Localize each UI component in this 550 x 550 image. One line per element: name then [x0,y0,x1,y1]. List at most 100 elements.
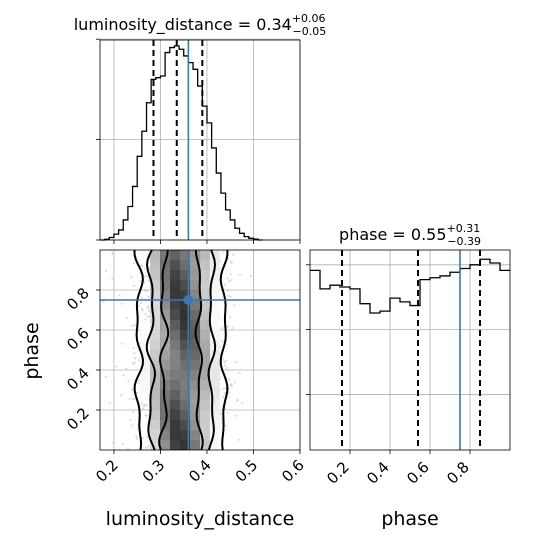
contour-line-right [219,250,229,450]
luminosity-distance-histogram-steps [100,45,263,241]
density-cell [150,260,160,270]
density-cell [170,430,180,440]
density-cell [200,390,210,400]
contour-line-left [133,250,145,450]
scatter-point [132,410,135,413]
scatter-point [144,312,147,316]
density-cell [180,310,190,320]
scatter-point [108,402,111,405]
density-cell [150,320,160,330]
scatter-point [222,396,225,399]
scatter-point [221,358,224,361]
density-cell [170,260,180,270]
density-cell [180,350,190,360]
scatter-point [143,275,147,278]
scatter-point [130,275,133,278]
density-cell [170,420,180,430]
density-cell [190,300,200,310]
density-cell [150,360,160,370]
scatter-point [111,252,114,255]
x-tick-label: 0.4 [185,456,215,486]
density-cell [170,370,180,380]
scatter-point [249,275,252,278]
density-cell [210,290,220,300]
scatter-point [236,398,239,401]
density-cell [140,370,150,380]
scatter-point [126,447,130,450]
joint-distribution-panel: 0.2 0.3 0.4 0.5 0.6 0.2 0.4 0.6 0.8 luminosity_… [21,250,308,530]
scatter-point [144,446,147,449]
x-tick-label: 0.6 [278,456,308,486]
density-cell [180,320,190,330]
density-cell [180,400,190,410]
density-cell [200,350,210,360]
density-cell [150,440,160,450]
scatter-point [230,385,233,388]
scatter-point [140,307,143,310]
scatter-point [137,379,140,382]
scatter-point [125,367,128,370]
density-cell [200,330,210,340]
scatter-point [146,275,149,278]
scatter-point [220,418,223,421]
density-cell [160,410,170,420]
density-cell [210,370,220,380]
density-cell [150,330,160,340]
density-cell [210,250,220,260]
density-cell [170,400,180,410]
scatter-point [219,413,222,416]
scatter-point [125,316,128,319]
scatter-point [229,295,232,298]
scatter-point [129,419,132,422]
density-cell [180,250,190,260]
density-cell [200,290,210,300]
phase-histogram-steps [310,258,510,314]
phase-x-tick-labels: 0.2 0.4 0.6 0.8 [323,458,473,488]
scatter-point [141,407,145,410]
density-cell [150,280,160,290]
x-tick-label: 0.2 [323,458,353,488]
density-cell [150,300,160,310]
scatter-point [139,279,142,283]
scatter-point [220,327,224,330]
density-cell [180,420,190,430]
density-cell [160,440,170,450]
joint-density-cells [140,250,220,450]
density-cell [160,280,170,290]
density-cell [200,370,210,380]
contour-line-right [194,250,204,450]
joint-x-tick-labels: 0.2 0.3 0.4 0.5 0.6 [92,456,308,486]
density-cell [150,410,160,420]
density-cell [150,350,160,360]
scatter-point [237,438,240,441]
density-cell [150,380,160,390]
scatter-point [143,267,146,270]
density-cell [170,290,180,300]
scatter-point [132,346,135,349]
density-cell [170,340,180,350]
y-axis-label-phase: phase [21,322,43,379]
scatter-point [147,295,150,299]
density-cell [140,380,150,390]
scatter-point [143,405,146,408]
density-cell [190,420,200,430]
phase-title: phase = 0.55+0.31 −0.39 [339,222,481,248]
scatter-point [132,362,135,365]
contour-line-left [158,250,170,450]
density-cell [180,340,190,350]
contour-line-left [145,250,157,450]
scatter-point [138,304,141,307]
density-cell [200,320,210,330]
scatter-point [139,301,143,305]
scatter-point [111,277,114,280]
luminosity-distance-histogram-panel: luminosity_distance = 0.34+0.06 −0.05 [74,12,326,244]
density-cell [150,270,160,280]
density-cell [210,330,220,340]
density-cell [210,430,220,440]
x-tick-label: 0.8 [443,458,473,488]
density-cell [170,280,180,290]
scatter-point [127,379,130,382]
density-cell [170,350,180,360]
scatter-point [233,304,236,307]
density-cell [180,330,190,340]
